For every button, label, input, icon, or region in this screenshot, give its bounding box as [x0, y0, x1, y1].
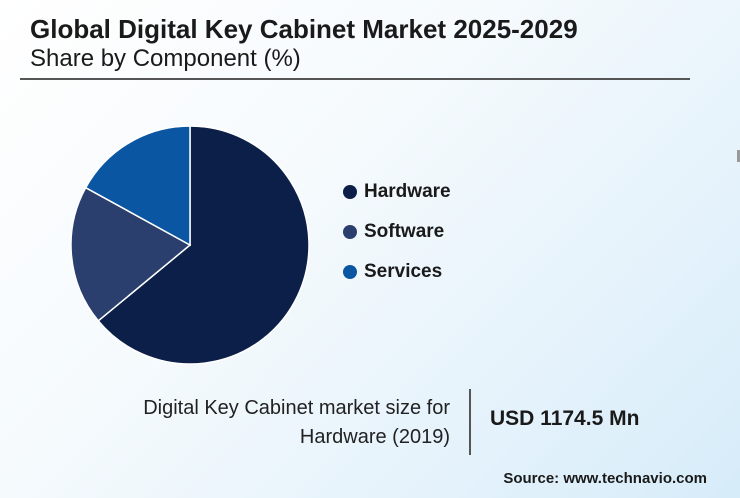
- pie-slice-hardware: [97, 125, 310, 365]
- legend-swatch: [343, 185, 357, 199]
- pie-slice-software: [70, 186, 192, 322]
- pie-slice-services: [84, 125, 191, 247]
- legend-swatch: [343, 225, 357, 239]
- market-size-value: USD 1174.5 Mn: [490, 407, 640, 430]
- chart-legend: Hardware Software Services: [343, 172, 451, 292]
- market-size-label-line1: Digital Key Cabinet market size for: [143, 397, 450, 419]
- title-divider: [20, 78, 690, 80]
- legend-item-hardware: Hardware: [343, 172, 451, 212]
- footer-divider: [469, 389, 471, 455]
- pie-chart: [70, 125, 310, 365]
- edge-marker: [737, 150, 740, 162]
- market-size-label-line2: Hardware (2019): [299, 426, 450, 448]
- legend-item-software: Software: [343, 212, 451, 252]
- legend-item-services: Services: [343, 252, 451, 292]
- chart-subtitle: Share by Component (%): [30, 45, 301, 72]
- legend-label: Hardware: [364, 181, 451, 202]
- legend-swatch: [343, 265, 357, 279]
- chart-title: Global Digital Key Cabinet Market 2025-2…: [30, 14, 578, 44]
- legend-label: Services: [364, 261, 443, 282]
- legend-label: Software: [364, 221, 445, 242]
- source-credit: Source: www.technavio.com: [503, 470, 707, 487]
- market-size-label: Digital Key Cabinet market size for Hard…: [143, 394, 450, 452]
